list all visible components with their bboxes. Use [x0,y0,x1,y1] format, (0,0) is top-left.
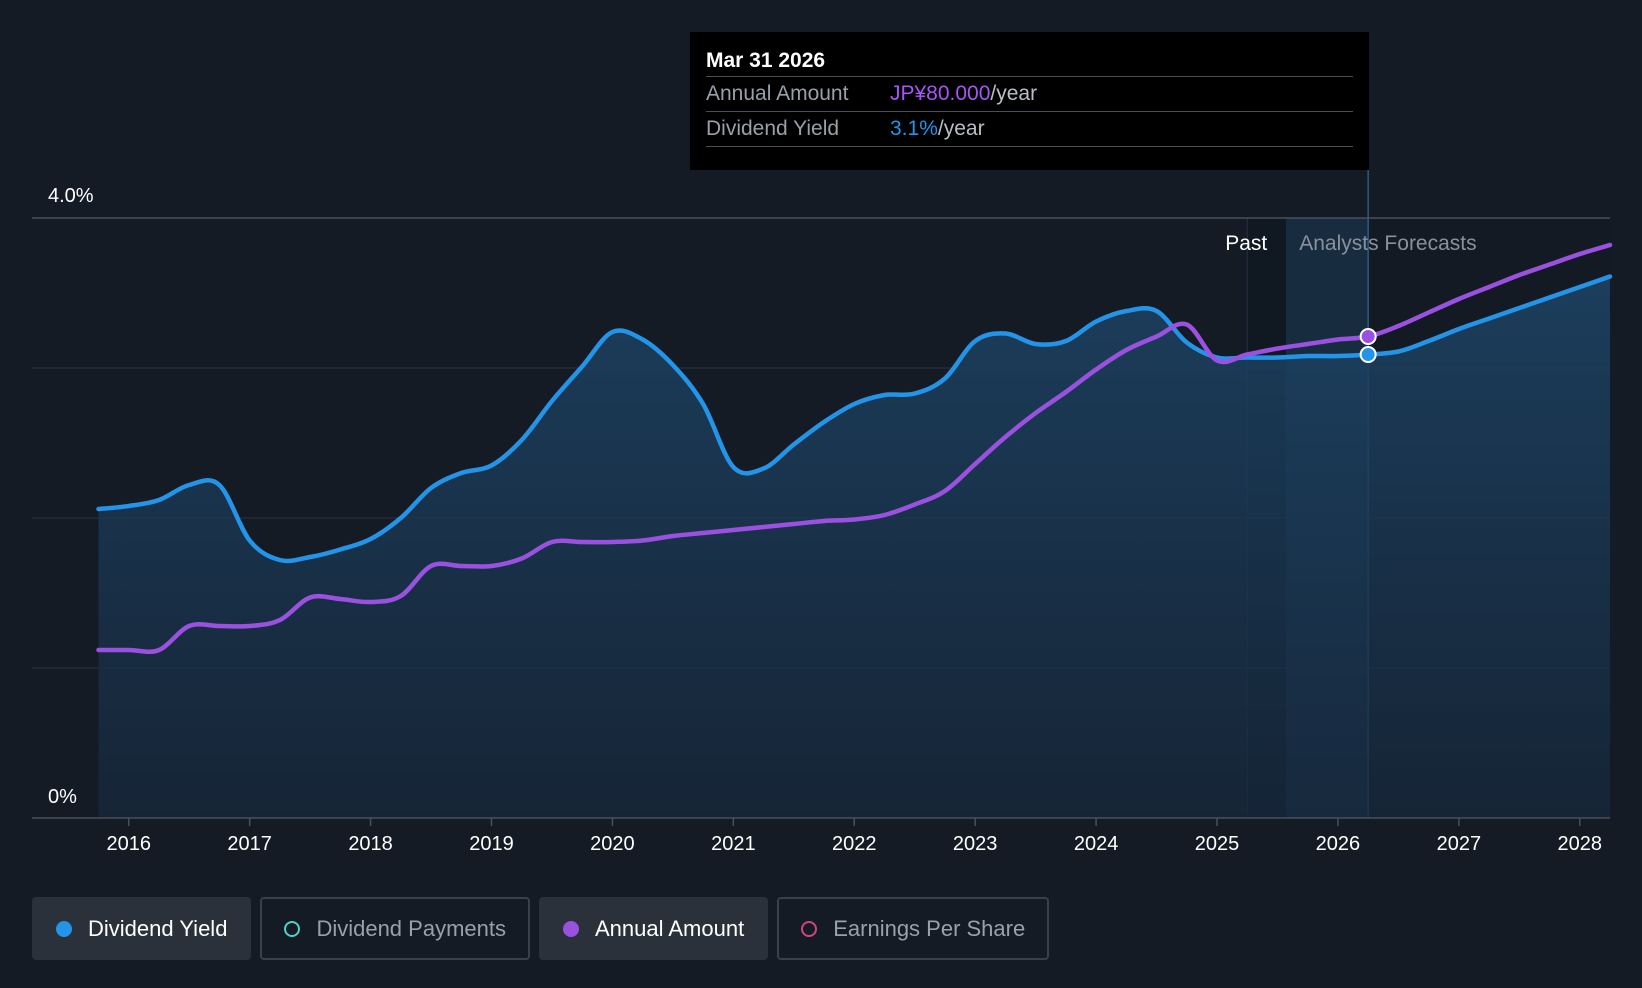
x-tick-label: 2025 [1195,833,1240,855]
chart-tooltip: Mar 31 2026 Annual Amount JP¥80.000 /yea… [690,32,1369,170]
x-tick-label: 2019 [469,833,514,855]
x-tick-label: 2020 [590,833,635,855]
legend-annual-amount-button[interactable]: Annual Amount [538,897,769,960]
x-tick-label: 2021 [711,833,756,855]
legend-earnings-per-share-button[interactable]: Earnings Per Share [777,897,1050,960]
dividend-yield-line [96,274,1613,564]
legend-earnings-per-share-label: Earnings Per Share [833,915,1026,941]
dividend-payments-dot-icon [284,920,301,937]
chart-legend: Dividend Yield Dividend Payments Annual … [32,897,1050,960]
tooltip-dividend-yield-suffix: /year [937,117,985,140]
legend-dividend-yield-label: Dividend Yield [88,915,228,941]
forecast-region-label: Analysts Forecasts [1299,232,1476,255]
x-tick-label: 2022 [832,833,877,855]
dividend-yield-dot-icon [56,920,72,937]
x-tick-label: 2017 [227,833,272,855]
annual-amount-line [96,242,1613,655]
earnings-per-share-dot-icon [801,920,818,937]
x-tick-label: 2023 [953,833,998,855]
y-tick-label-bottom: 0% [48,786,77,808]
x-tick-label: 2026 [1316,833,1361,855]
legend-annual-amount-label: Annual Amount [594,915,745,941]
annual-amount-highlight-point [1359,328,1377,345]
tooltip-annual-amount-suffix: /year [990,82,1038,105]
x-tick-label: 2016 [106,833,151,855]
tooltip-row-dividend-yield: Dividend Yield 3.1% /year [706,111,1353,147]
dividend-yield-area [98,276,1610,818]
x-tick-label: 2028 [1558,833,1603,855]
x-tick-label: 2024 [1074,833,1119,855]
legend-dividend-payments-button[interactable]: Dividend Payments [260,897,530,960]
y-tick-label-top: 4.0% [48,185,94,207]
dividend-yield-highlight-point [1359,346,1377,363]
legend-dividend-payments-label: Dividend Payments [316,915,506,941]
tooltip-row-annual-amount: Annual Amount JP¥80.000 /year [706,76,1353,111]
x-tick-label: 2018 [348,833,393,855]
tooltip-annual-amount-value: JP¥80.000 [890,82,991,105]
tooltip-annual-amount-label: Annual Amount [706,82,849,105]
tooltip-dividend-yield-value: 3.1% [890,117,938,140]
tooltip-dividend-yield-label: Dividend Yield [706,117,840,140]
annual-amount-dot-icon [562,920,579,937]
past-region-label: Past [1225,232,1267,255]
legend-dividend-yield-button[interactable]: Dividend Yield [32,897,252,960]
tooltip-date: Mar 31 2026 [706,49,826,72]
x-tick-label: 2027 [1437,833,1482,855]
